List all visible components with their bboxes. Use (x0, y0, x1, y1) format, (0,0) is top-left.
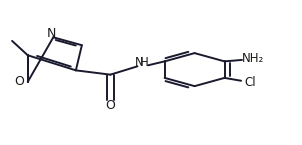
Text: O: O (14, 75, 24, 88)
Text: O: O (105, 99, 115, 112)
Text: NH₂: NH₂ (242, 52, 265, 65)
Text: H: H (140, 56, 149, 69)
Text: Cl: Cl (244, 76, 256, 89)
Text: N: N (135, 56, 144, 69)
Text: N: N (47, 27, 56, 40)
